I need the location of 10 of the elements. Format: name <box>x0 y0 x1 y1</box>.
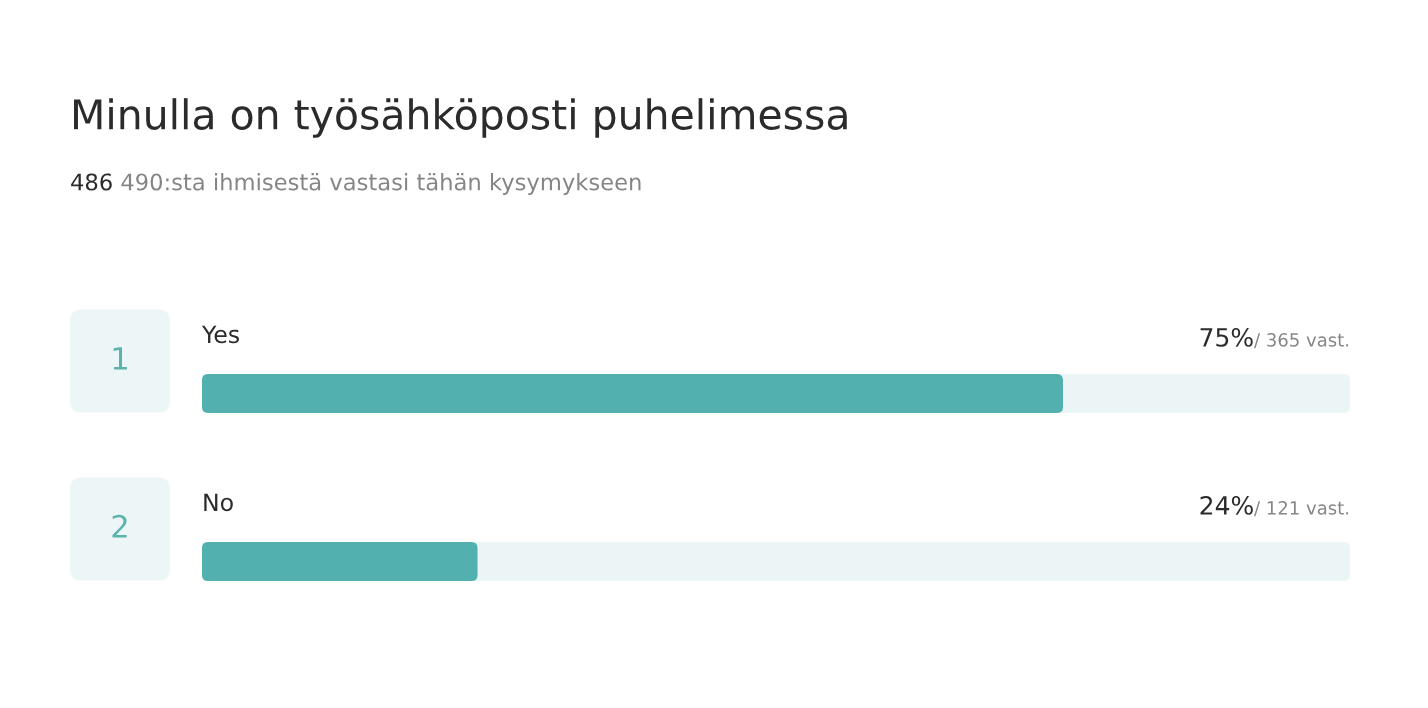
data-label: 24% <box>1200 495 1253 515</box>
annotation: / 121 vast. <box>1254 501 1349 517</box>
y-tick-label: Yes <box>201 325 239 344</box>
y-tick-label: No <box>204 493 233 512</box>
chart-title: Minulla on työsähköposti puhelimessa <box>74 98 847 138</box>
text: 2 <box>112 514 127 538</box>
text: 1 <box>113 347 127 370</box>
annotation: / 365 vast. <box>1254 333 1349 349</box>
chart-subtitle: 486 490:sta ihmisestä vastasi tähän kysymykseen <box>71 173 641 195</box>
data-label: 75% <box>1200 327 1253 347</box>
